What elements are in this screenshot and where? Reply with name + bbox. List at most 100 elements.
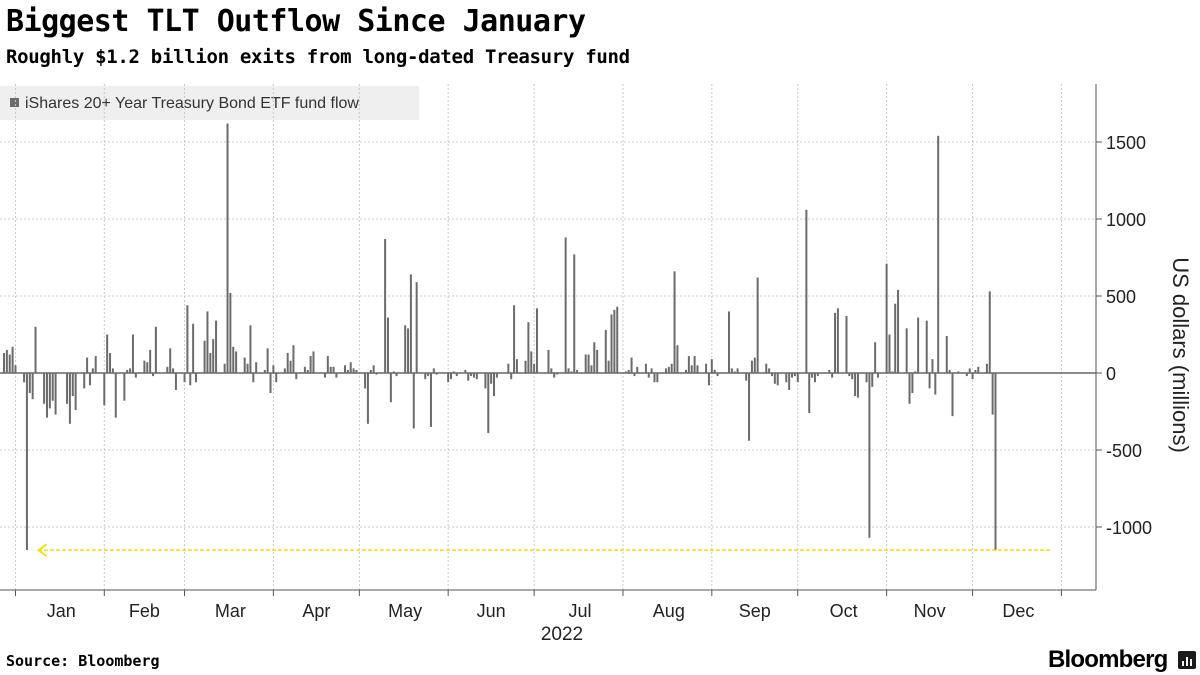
bar: [776, 373, 779, 386]
bar: [813, 373, 816, 383]
bar: [129, 368, 132, 373]
bar: [748, 373, 751, 441]
bar: [404, 325, 407, 373]
bar: [275, 373, 278, 383]
bar: [650, 368, 653, 373]
bar: [891, 371, 894, 373]
bar: [309, 356, 312, 373]
bar: [613, 309, 616, 373]
bar: [43, 373, 46, 404]
bar: [194, 373, 197, 383]
bar: [134, 373, 137, 378]
bar: [811, 373, 814, 378]
bar: [536, 308, 538, 373]
bar: [366, 373, 369, 424]
bar: [203, 340, 206, 373]
bar: [696, 365, 699, 373]
bar: [664, 368, 667, 373]
bar: [756, 277, 759, 373]
bar: [252, 373, 255, 383]
bar: [705, 363, 708, 373]
bar: [507, 363, 510, 373]
bar: [985, 363, 988, 373]
bar: [475, 373, 478, 380]
bar: [553, 373, 556, 378]
bar: [587, 354, 590, 373]
bar: [25, 373, 28, 551]
bar: [630, 357, 633, 373]
bar: [255, 362, 258, 373]
bar: [971, 373, 974, 380]
bar: [834, 312, 837, 373]
bar: [917, 317, 920, 373]
bar: [243, 357, 246, 373]
bar: [266, 348, 269, 373]
bar: [550, 368, 553, 373]
bar: [432, 368, 435, 373]
x-tick-label: Apr: [302, 601, 330, 621]
bar: [685, 369, 688, 373]
bar: [169, 348, 172, 373]
bar: [452, 371, 455, 373]
bar: [745, 373, 748, 381]
bar: [796, 373, 799, 383]
bar: [143, 360, 146, 373]
bar: [547, 349, 550, 373]
x-tick-label: Feb: [129, 601, 160, 621]
bar: [226, 123, 229, 374]
bar: [166, 366, 169, 373]
bar: [773, 373, 776, 384]
bar: [968, 368, 971, 373]
bar: [286, 352, 289, 373]
bar: [292, 345, 295, 373]
bar: [925, 320, 928, 373]
bar: [868, 373, 871, 538]
bar: [395, 373, 398, 377]
bar: [656, 373, 659, 383]
y-tick-label: 1500: [1106, 133, 1146, 153]
bar: [727, 311, 730, 373]
bar: [713, 369, 716, 373]
bar: [768, 368, 771, 373]
bar: [527, 322, 530, 373]
bar: [215, 320, 218, 373]
bar: [730, 368, 733, 373]
bar: [616, 306, 619, 373]
bar: [283, 368, 286, 373]
bar: [48, 373, 51, 409]
bar: [435, 373, 438, 375]
bar: [636, 366, 639, 373]
bar: [111, 368, 114, 373]
bar: [948, 369, 951, 373]
bar: [493, 373, 496, 397]
bar: [3, 352, 5, 373]
bar: [710, 359, 713, 373]
bar: [934, 373, 937, 395]
bar: [126, 369, 129, 373]
bar: [189, 373, 192, 386]
bar: [974, 369, 977, 373]
x-tick-label: Jul: [568, 601, 591, 621]
bar: [154, 326, 157, 373]
bar: [573, 254, 576, 373]
bar: [988, 291, 991, 373]
bar: [515, 359, 518, 373]
bar: [269, 373, 272, 394]
bar: [54, 373, 57, 415]
bar: [212, 339, 215, 373]
bar: [8, 354, 11, 373]
bar: [596, 349, 599, 373]
bar: [533, 363, 536, 373]
bar: [785, 373, 788, 383]
bar: [894, 303, 897, 373]
y-tick-label: -500: [1106, 441, 1142, 461]
bar: [209, 352, 212, 373]
bar: [808, 373, 811, 414]
bar: [335, 373, 338, 378]
bar: [851, 373, 854, 380]
bar: [831, 373, 834, 378]
bar: [524, 360, 527, 373]
bar: [716, 373, 719, 377]
bar: [74, 373, 77, 410]
bar: [570, 371, 573, 373]
